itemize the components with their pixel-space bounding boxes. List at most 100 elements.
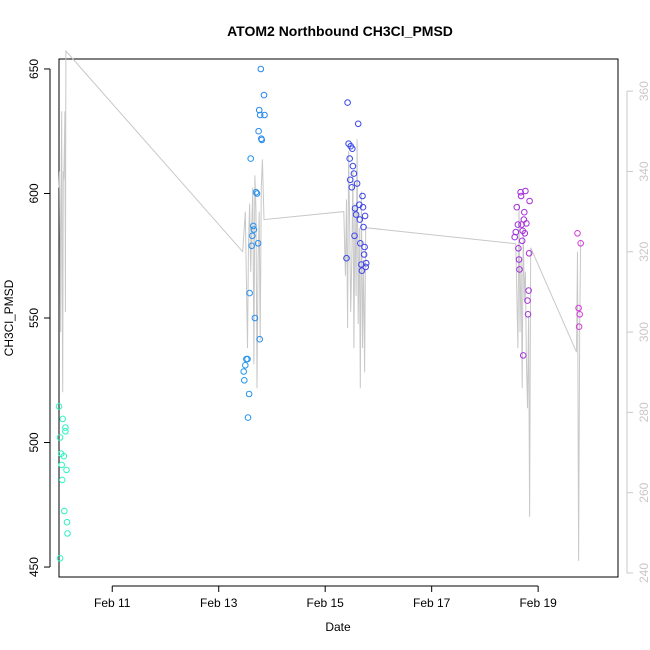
data-point — [349, 145, 356, 152]
data-point — [244, 355, 251, 363]
data-point — [59, 415, 67, 423]
data-point — [354, 120, 362, 128]
y-tick-label: 500 — [27, 432, 41, 452]
data-point — [519, 352, 527, 359]
data-point — [258, 136, 266, 144]
data-point — [58, 461, 66, 469]
data-point — [515, 245, 522, 252]
data-point — [349, 162, 357, 170]
y2-tick-label: 260 — [637, 482, 650, 502]
data-point — [250, 222, 257, 230]
data-point — [241, 377, 248, 384]
data-point — [523, 220, 530, 227]
y2-tick-label: 240 — [637, 563, 650, 583]
data-point — [361, 243, 368, 251]
y2-tick-label: 360 — [637, 81, 650, 101]
data-point — [58, 476, 66, 484]
data-point — [344, 99, 351, 106]
data-point — [252, 188, 260, 196]
data-point — [524, 297, 531, 304]
data-point — [515, 256, 523, 263]
data-point — [255, 106, 263, 114]
data-point — [256, 111, 264, 119]
chart-title: ATOM2 Northbound CH3Cl_PMSD — [227, 23, 453, 39]
data-point — [362, 259, 370, 267]
data-point — [63, 466, 70, 474]
data-point — [522, 187, 529, 195]
data-point — [61, 507, 68, 515]
data-point — [525, 287, 532, 294]
data-point — [514, 221, 522, 228]
primary-series-layer — [55, 65, 585, 562]
data-point — [246, 289, 253, 297]
data-point — [353, 180, 361, 187]
x-tick-label: Feb 11 — [94, 596, 131, 610]
data-point — [251, 314, 259, 322]
y-tick-label: 600 — [27, 183, 41, 203]
data-point — [359, 192, 366, 200]
data-point — [56, 434, 64, 441]
data-point — [517, 188, 524, 196]
data-point — [60, 452, 68, 460]
data-point — [253, 190, 261, 197]
x-tick-label: Feb 17 — [413, 596, 451, 610]
x-tick-label: Feb 13 — [200, 596, 238, 610]
y-tick-label: 550 — [27, 308, 41, 328]
y2-tick-label: 340 — [637, 161, 650, 181]
data-point — [254, 240, 262, 247]
data-point — [512, 228, 520, 236]
data-point — [261, 111, 268, 119]
data-point — [249, 232, 256, 240]
data-point — [351, 205, 359, 212]
y2-tick-label: 320 — [637, 241, 650, 261]
data-point — [350, 170, 358, 177]
data-point — [62, 428, 69, 435]
data-point — [250, 226, 258, 233]
data-point — [521, 230, 529, 237]
data-point — [576, 311, 584, 318]
data-point — [248, 242, 255, 250]
data-point — [56, 555, 64, 562]
data-point — [352, 211, 360, 218]
data-point — [359, 203, 367, 211]
y-axis-label: CH3Cl_PMSD — [2, 279, 16, 356]
data-point — [513, 203, 521, 211]
y2-tick-label: 280 — [637, 402, 650, 422]
data-point — [360, 251, 368, 258]
data-point — [55, 403, 63, 410]
data-point — [257, 65, 265, 73]
data-point — [361, 212, 369, 220]
data-point — [351, 232, 358, 240]
data-point — [356, 216, 364, 223]
data-point — [357, 240, 364, 247]
y-tick-label: 450 — [27, 557, 41, 577]
y2-tick-label: 300 — [637, 322, 650, 342]
data-point — [521, 208, 528, 216]
data-point — [358, 267, 366, 275]
data-point — [240, 368, 247, 375]
data-point — [516, 266, 523, 273]
axes-layer: Feb 11 Feb 13 Feb 15 Feb 17 Feb 19 450 500 550 6… — [27, 59, 650, 610]
x-tick-label: Feb 15 — [307, 596, 345, 610]
data-point — [575, 323, 583, 331]
data-point — [245, 390, 253, 398]
data-point — [62, 424, 69, 431]
data-point — [517, 192, 525, 200]
data-point — [518, 237, 526, 245]
data-point — [256, 335, 264, 343]
data-point — [574, 230, 581, 237]
data-point — [244, 414, 252, 421]
data-point — [346, 176, 354, 184]
data-point — [63, 518, 71, 526]
data-point — [575, 304, 582, 312]
data-point — [525, 250, 533, 257]
data-point — [362, 263, 370, 271]
data-point — [255, 127, 262, 135]
x-axis-label: Date — [325, 620, 351, 634]
data-point — [346, 155, 354, 162]
y-tick-label: 650 — [27, 59, 41, 79]
data-point — [577, 240, 585, 247]
data-point — [247, 155, 254, 162]
